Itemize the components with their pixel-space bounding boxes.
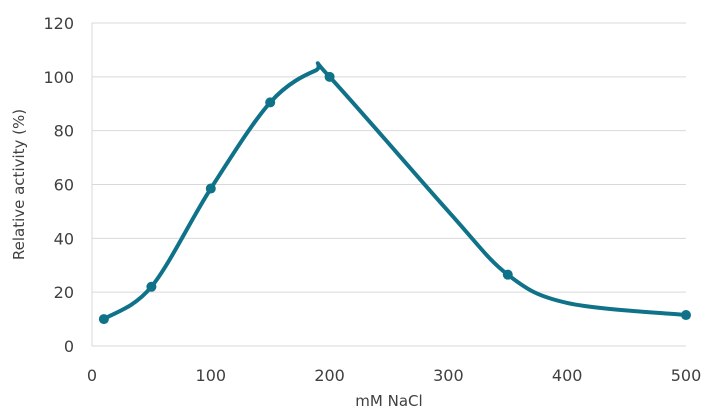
y-tick-label-20: 20: [54, 283, 74, 302]
data-point-350: [502, 269, 513, 280]
data-point-100: [205, 183, 216, 194]
series: [98, 61, 691, 325]
y-tick-label-0: 0: [64, 337, 74, 356]
y-axis-title: Relative activity (%): [10, 109, 28, 260]
data-point-150: [265, 97, 276, 108]
x-tick-label-200: 200: [314, 366, 345, 385]
series-line: [101, 61, 688, 322]
x-tick-label-0: 0: [87, 366, 97, 385]
data-point-50: [146, 281, 157, 292]
data-point-10: [98, 314, 109, 325]
y-tick-label-60: 60: [54, 176, 74, 195]
y-tick-label-80: 80: [54, 122, 74, 141]
x-axis-title: mM NaCl: [355, 392, 422, 410]
y-tick-labels: 0 20 40 60 80 100 120: [43, 14, 74, 356]
axes: [91, 23, 686, 347]
y-tick-label-100: 100: [43, 68, 74, 87]
x-tick-label-300: 300: [433, 366, 464, 385]
x-tick-label-100: 100: [196, 366, 227, 385]
data-point-200: [324, 71, 335, 82]
y-tick-label-120: 120: [43, 14, 74, 33]
x-tick-label-400: 400: [552, 366, 583, 385]
x-tick-label-500: 500: [671, 366, 702, 385]
x-tick-labels: 0 100 200 300 400 500: [87, 366, 701, 385]
gridlines: [92, 22, 686, 293]
y-tick-label-40: 40: [54, 229, 74, 248]
data-point-500: [681, 310, 691, 321]
